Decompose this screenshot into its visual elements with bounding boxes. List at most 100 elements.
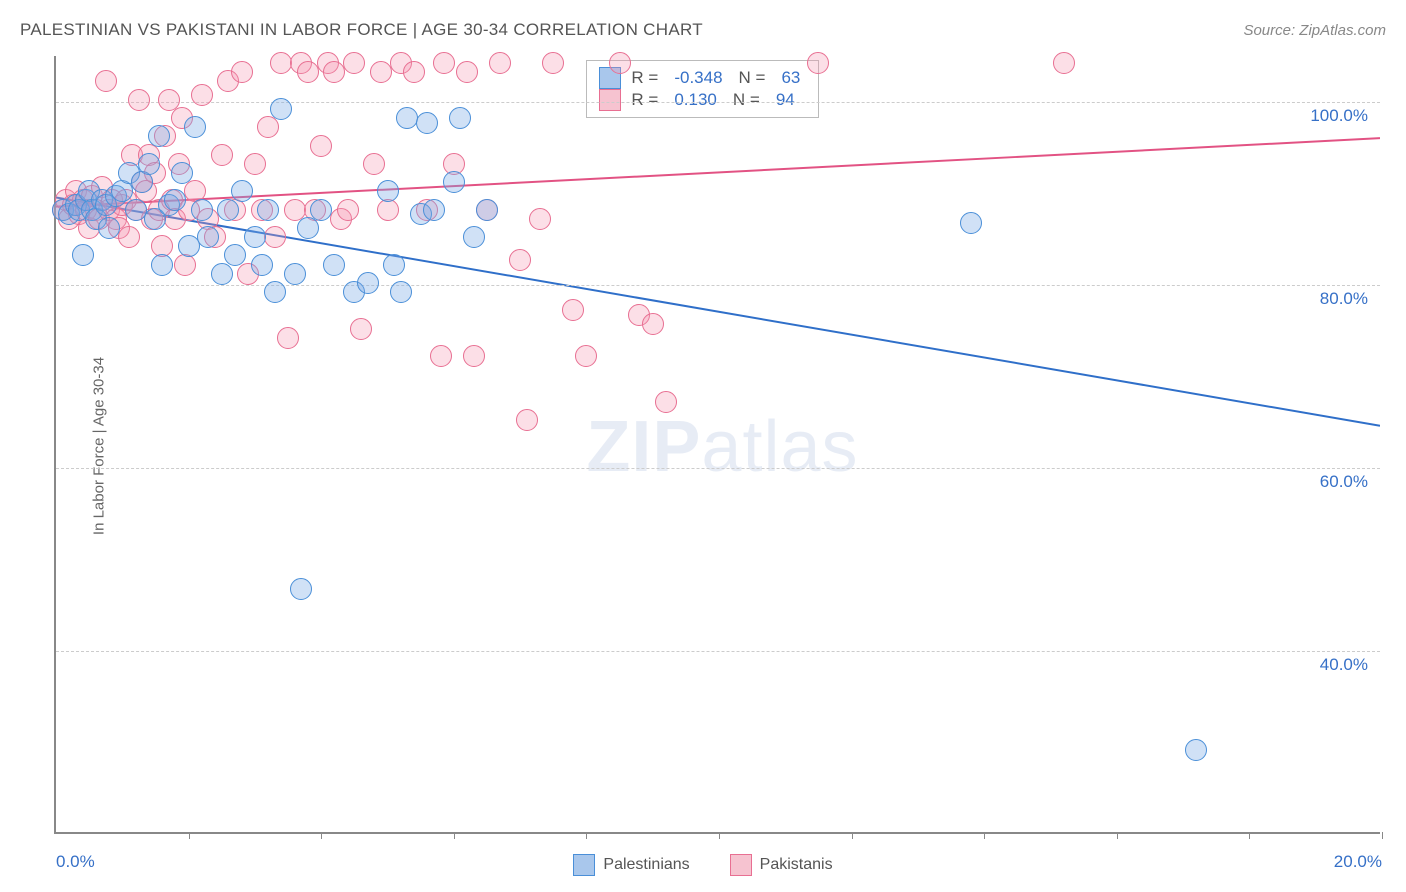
scatter-point [542,52,564,74]
x-tick [984,832,985,839]
x-tick [1117,832,1118,839]
scatter-point [396,107,418,129]
chart-source: Source: ZipAtlas.com [1243,22,1386,39]
stat-r-label: R = [631,90,658,110]
x-tick [852,832,853,839]
scatter-point [297,61,319,83]
scatter-point [323,61,345,83]
scatter-point [217,199,239,221]
scatter-point [383,254,405,276]
scatter-point [463,226,485,248]
scatter-point [178,235,200,257]
scatter-point [807,52,829,74]
scatter-point [257,116,279,138]
scatter-point [72,244,94,266]
scatter-point [148,125,170,147]
scatter-point [264,281,286,303]
scatter-point [231,180,253,202]
scatter-point [171,162,193,184]
stat-n-value: 63 [775,68,806,88]
scatter-point [284,263,306,285]
series-swatch [599,89,621,111]
scatter-point [98,217,120,239]
y-tick-label: 40.0% [1320,655,1368,675]
scatter-point [343,52,365,74]
scatter-point [323,254,345,276]
scatter-point [184,116,206,138]
scatter-point [642,313,664,335]
gridline [56,285,1380,286]
scatter-point [128,89,150,111]
legend-swatch [730,854,752,876]
scatter-point [377,180,399,202]
scatter-point [562,299,584,321]
stat-n-label: N = [733,90,760,110]
y-tick-label: 100.0% [1310,106,1368,126]
x-tick [454,832,455,839]
x-tick [189,832,190,839]
scatter-point [489,52,511,74]
scatter-point [251,254,273,276]
stat-n-label: N = [739,68,766,88]
scatter-point [1053,52,1075,74]
scatter-point [191,84,213,106]
scatter-point [363,153,385,175]
scatter-point [529,208,551,230]
chart-header: PALESTINIAN VS PAKISTANI IN LABOR FORCE … [0,0,1406,48]
scatter-plot-area: ZIPatlas R =-0.348N =63R =0.130N =94 40.… [54,56,1380,834]
scatter-point [357,272,379,294]
scatter-point [310,135,332,157]
scatter-point [516,409,538,431]
scatter-point [423,199,445,221]
scatter-point [164,189,186,211]
scatter-point [433,52,455,74]
scatter-point [509,249,531,271]
scatter-point [430,345,452,367]
scatter-point [575,345,597,367]
scatter-point [1185,739,1207,761]
scatter-point [655,391,677,413]
scatter-point [118,226,140,248]
chart-title: PALESTINIAN VS PAKISTANI IN LABOR FORCE … [20,20,703,40]
legend-label: Pakistanis [760,856,833,874]
scatter-point [211,263,233,285]
stats-row: R = 0.130 N = 94 [599,89,806,111]
x-tick [1249,832,1250,839]
scatter-point [151,254,173,276]
scatter-point [476,199,498,221]
scatter-point [297,217,319,239]
stat-r-label: R = [631,68,658,88]
legend-swatch [573,854,595,876]
scatter-point [244,226,266,248]
stat-r-value: 0.130 [668,90,723,110]
stats-row: R = -0.348 N = 63 [599,67,806,89]
gridline [56,651,1380,652]
scatter-point [257,199,279,221]
scatter-point [449,107,471,129]
scatter-point [231,61,253,83]
scatter-point [403,61,425,83]
scatter-point [191,199,213,221]
scatter-point [244,153,266,175]
stat-n-value: 94 [770,90,801,110]
legend-label: Palestinians [603,856,689,874]
scatter-point [270,98,292,120]
scatter-point [138,153,160,175]
legend-item: Pakistanis [730,854,833,876]
scatter-point [390,281,412,303]
watermark: ZIPatlas [586,406,858,488]
stat-r-value: -0.348 [668,68,728,88]
x-tick [1382,832,1383,839]
scatter-point [224,244,246,266]
scatter-point [270,52,292,74]
scatter-point [125,199,147,221]
gridline [56,102,1380,103]
scatter-point [197,226,219,248]
scatter-point [264,226,286,248]
scatter-point [416,112,438,134]
scatter-point [960,212,982,234]
x-tick [321,832,322,839]
chart-legend: Palestinians Pakistanis [0,854,1406,876]
legend-item: Palestinians [573,854,689,876]
scatter-point [211,144,233,166]
